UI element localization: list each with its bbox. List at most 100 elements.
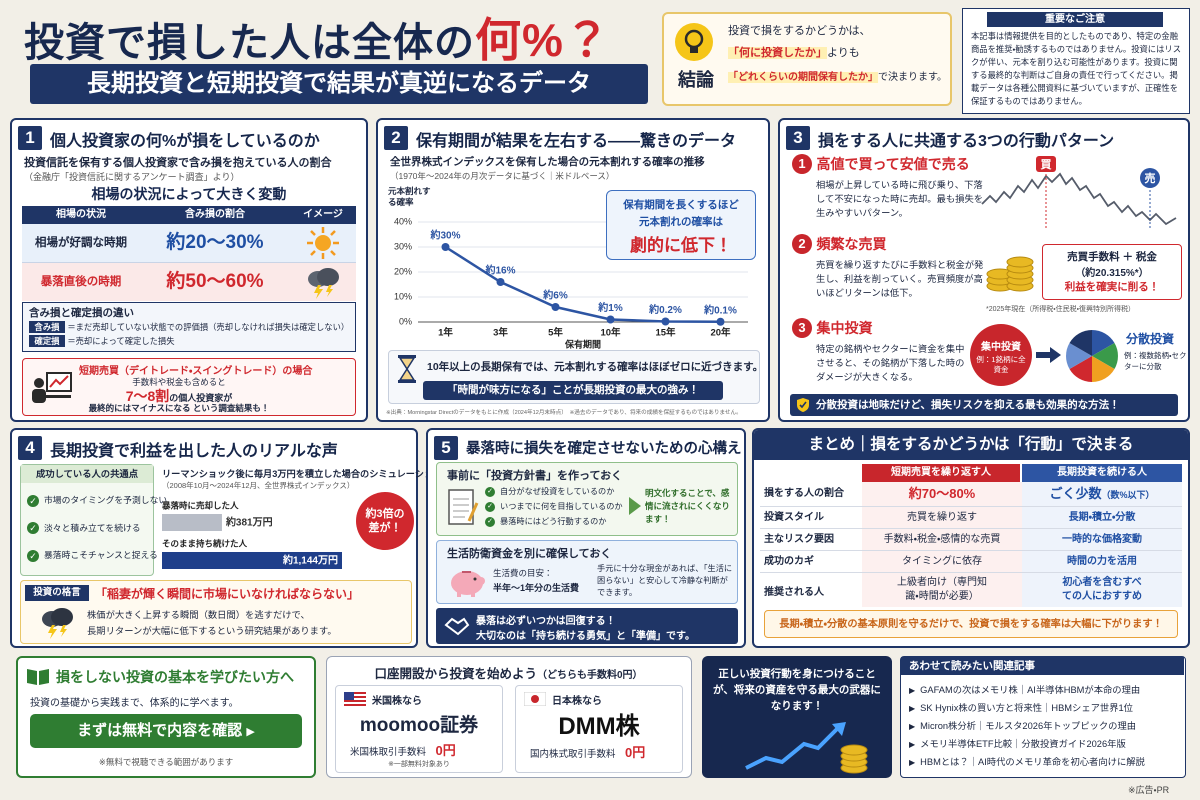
section-number: 1	[18, 126, 42, 150]
cell: ごく少数（数%以下）	[1022, 482, 1182, 506]
value-label: 約1%	[597, 301, 623, 314]
accounts-title-note: （どちらも手数料0円）	[536, 670, 643, 681]
term-desc: ＝売却によって確定した損失	[67, 336, 175, 346]
conclusion-line: 「どれくらいの期間保有したか」で決まります。	[728, 68, 947, 83]
article-link[interactable]: ▶ Micron株分析｜モルスタ2026年トップピックの理由	[909, 717, 1181, 735]
section-1: 1 個人投資家の何%が損をしているのか 投資信託を保有する個人投資家で含み損を抱…	[10, 118, 368, 422]
piggy-icon	[451, 571, 485, 597]
page-title: 投資で損した人は全体の何%？	[24, 4, 611, 70]
difference-title: 含み損と確定損の違い	[29, 307, 134, 319]
promo-text: 正しい投資行動を身につけることが、将来の資産を守る最大の武器になります！	[713, 668, 881, 712]
decor-g	[307, 227, 339, 259]
check-icon: ✓	[485, 501, 495, 512]
decor-polygon	[48, 625, 57, 639]
note-text: 10年以上の長期保有では、元本割れする確率はほぼゼロに近づきます。	[427, 361, 764, 373]
pattern-number: 1	[792, 154, 812, 174]
fund-box: 生活防衛資金を別に確保しておく 生活費の目安： 半年〜1年分の生活費 手元に十分…	[436, 540, 738, 604]
decor-ellipse	[1006, 256, 1034, 268]
fund-amount: 半年〜1年分の生活費	[493, 583, 580, 593]
notice-title: 重要なご注意	[987, 12, 1163, 27]
decor-ellipse	[51, 608, 73, 626]
maxim-line: 長期リターンが大幅に低下するという研究結果があります。	[87, 626, 337, 636]
article-link[interactable]: ▶ メモリ半導体ETF比較｜分散投資ガイド2026年版	[909, 735, 1181, 753]
pattern-title: 高値で買って安値で売る	[816, 156, 970, 172]
row-label: 成功のカギ	[764, 556, 814, 567]
bar	[162, 552, 342, 569]
y-tick-label: 20%	[394, 266, 412, 276]
hourglass-icon	[398, 355, 416, 383]
check-icon: ✓	[27, 522, 39, 535]
decor-path	[1092, 343, 1118, 369]
decor-rect	[1036, 156, 1056, 172]
header-cell: 短期売買を繰り返す人	[862, 464, 1020, 482]
header-cell	[760, 464, 862, 482]
trait-text: 暴落時こそチャンスと捉える	[44, 550, 158, 561]
decor-circle	[477, 577, 485, 585]
row-label: 主なリスク要因	[764, 534, 834, 545]
decor-path	[1092, 356, 1115, 382]
pattern-number: 3	[792, 318, 812, 338]
accounts-box: 口座開設から投資を始めよう（どちらも手数料0円） 米国株なら moomoo証券 …	[326, 656, 692, 778]
check-icon: ✓	[27, 494, 39, 507]
policy-title: 事前に「投資方針書」を作っておく	[447, 470, 623, 482]
broker-card[interactable]: 日本株なら DMM株 国内株式取引手数料 0円	[515, 685, 683, 773]
decor-rect	[344, 692, 354, 700]
article-link[interactable]: ▶ SK Hynix株の買い方と将来性｜HBMシェア世界1位	[909, 699, 1181, 717]
cell: 約70〜80%	[862, 482, 1022, 506]
article-title: GAFAMの次はメモリ株｜AI半導体HBMが本命の理由	[920, 685, 1141, 695]
x-tick-label: 20年	[710, 327, 731, 339]
fee-value: 0円	[625, 745, 646, 760]
header-cell: 相場の状況	[56, 209, 106, 220]
conclusion-label: 結論	[678, 70, 714, 90]
section-2: 2 保有期間が結果を左右する——驚きのデータ 全世界株式インデックスを保有した場…	[376, 118, 770, 422]
pattern-desc: 相場が上昇している時に飛び乗り、下落して不安になった時に売却。最も損失を生みやす…	[816, 180, 984, 218]
broker-card[interactable]: 米国株なら moomoo証券 米国株取引手数料 0円 ※一部無料対象あり	[335, 685, 503, 773]
check-icon: ✓	[27, 550, 39, 563]
decor-line	[467, 502, 479, 522]
article-link[interactable]: ▶ HBMとは？｜AI時代のメモリ革命を初心者向けに解説	[909, 753, 1181, 771]
note-banner: 「時間が味方になる」ことが長期投資の最大の強み！	[423, 381, 723, 400]
badge: 約3倍の差が！	[356, 492, 414, 550]
pattern-desc: 特定の銘柄やセクターに資金を集中させると、その銘柄が下落した時のダメージが大きく…	[816, 344, 965, 382]
pattern-desc: 売買を繰り返すたびに手数料と税金が発生し、利益を削っていく。売買頻度が高いほどリ…	[816, 260, 984, 298]
x-tick-label: 5年	[548, 327, 563, 339]
difference-item: 確定損 ＝売却によって確定した損失	[29, 335, 175, 347]
lead: 投資信託を保有する個人投資家で含み損を抱えている人の割合	[24, 157, 332, 169]
decor-circle	[1140, 168, 1160, 188]
cta-button[interactable]: まずは無料で内容を確認 ▶	[30, 714, 302, 748]
decor-g	[1066, 330, 1118, 382]
policy-check: ✓ 暴落時にはどう行動するのか	[485, 515, 606, 527]
callout-line: 保有期間を長くするほど	[623, 199, 739, 211]
article-title: HBMとは？｜AI時代のメモリ革命を初心者向けに解説	[920, 757, 1145, 767]
summary-table: 短期売買を繰り返す人 長期投資を続ける人 損をする人の割合 約70〜80% ごく…	[760, 464, 1182, 607]
decor-rect	[344, 704, 366, 706]
learn-title: 損をしない投資の基本を学びたい方へ	[56, 669, 294, 685]
policy-check: ✓ いつまでに何を目指しているのか	[485, 500, 623, 512]
section-number: 2	[384, 126, 408, 150]
cell-text: ごく少数	[1049, 486, 1102, 501]
decor-path	[1066, 343, 1092, 369]
point	[551, 303, 560, 311]
bullet: ▶	[909, 704, 916, 713]
fee-row: 米国株取引手数料 0円	[350, 740, 456, 759]
banner-line: 暴落は必ずいつかは回復する！	[476, 616, 616, 627]
decor-polygon	[314, 285, 323, 299]
point	[716, 317, 725, 326]
cell: 売買を繰り返す	[862, 507, 1022, 528]
check-text: 暴落時にはどう行動するのか	[500, 517, 607, 526]
pattern-number: 2	[792, 234, 812, 254]
cell: 長期・積立・分散	[1022, 507, 1182, 528]
article-link[interactable]: ▶ GAFAMの次はメモリ株｜AI半導体HBMが本命の理由	[909, 681, 1181, 699]
conclusion-line: 「何に投資したか」よりも	[728, 44, 860, 60]
handshake-icon	[444, 617, 470, 636]
decor-rect	[462, 571, 471, 573]
bullet: ▶	[909, 722, 916, 731]
broker-label: 米国株なら	[372, 696, 422, 707]
article-title: Micron株分析｜モルスタ2026年トップピックの理由	[920, 721, 1137, 731]
point	[496, 278, 505, 286]
decor-polyline	[799, 401, 807, 409]
footer: ※広告・PR	[1128, 785, 1170, 795]
check-text: いつまでに何を目指しているのか	[500, 502, 623, 511]
